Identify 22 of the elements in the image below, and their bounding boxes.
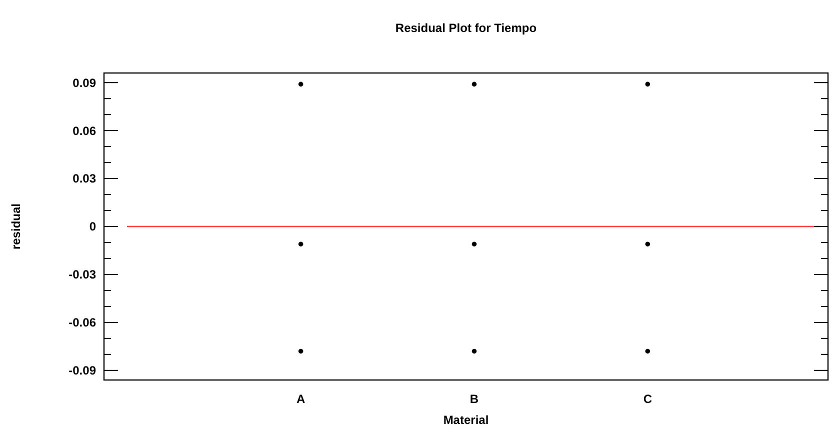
point: [298, 348, 304, 354]
x-tick-label: A: [296, 392, 306, 406]
point: [298, 82, 304, 87]
x-tick-label: C: [643, 392, 652, 406]
y-tick-label: 0.06: [72, 124, 96, 138]
y-tick-label: -0.03: [68, 268, 96, 282]
point: [472, 242, 477, 246]
point: [472, 82, 477, 87]
x-tick-label: B: [470, 392, 479, 406]
point: [645, 242, 650, 246]
y-tick-label: 0: [89, 220, 96, 234]
y-tick-label: 0.03: [72, 172, 96, 186]
y-axis-title: residual: [9, 203, 23, 250]
point: [298, 242, 304, 246]
point: [645, 82, 650, 87]
y-tick-label: -0.06: [68, 316, 96, 330]
chart-title: Residual Plot for Tiempo: [395, 21, 537, 35]
y-tick-label: -0.09: [68, 364, 96, 378]
y-tick-label: 0.09: [72, 76, 96, 90]
point: [472, 348, 477, 354]
x-axis-title: Material: [443, 413, 489, 427]
point: [645, 348, 650, 354]
